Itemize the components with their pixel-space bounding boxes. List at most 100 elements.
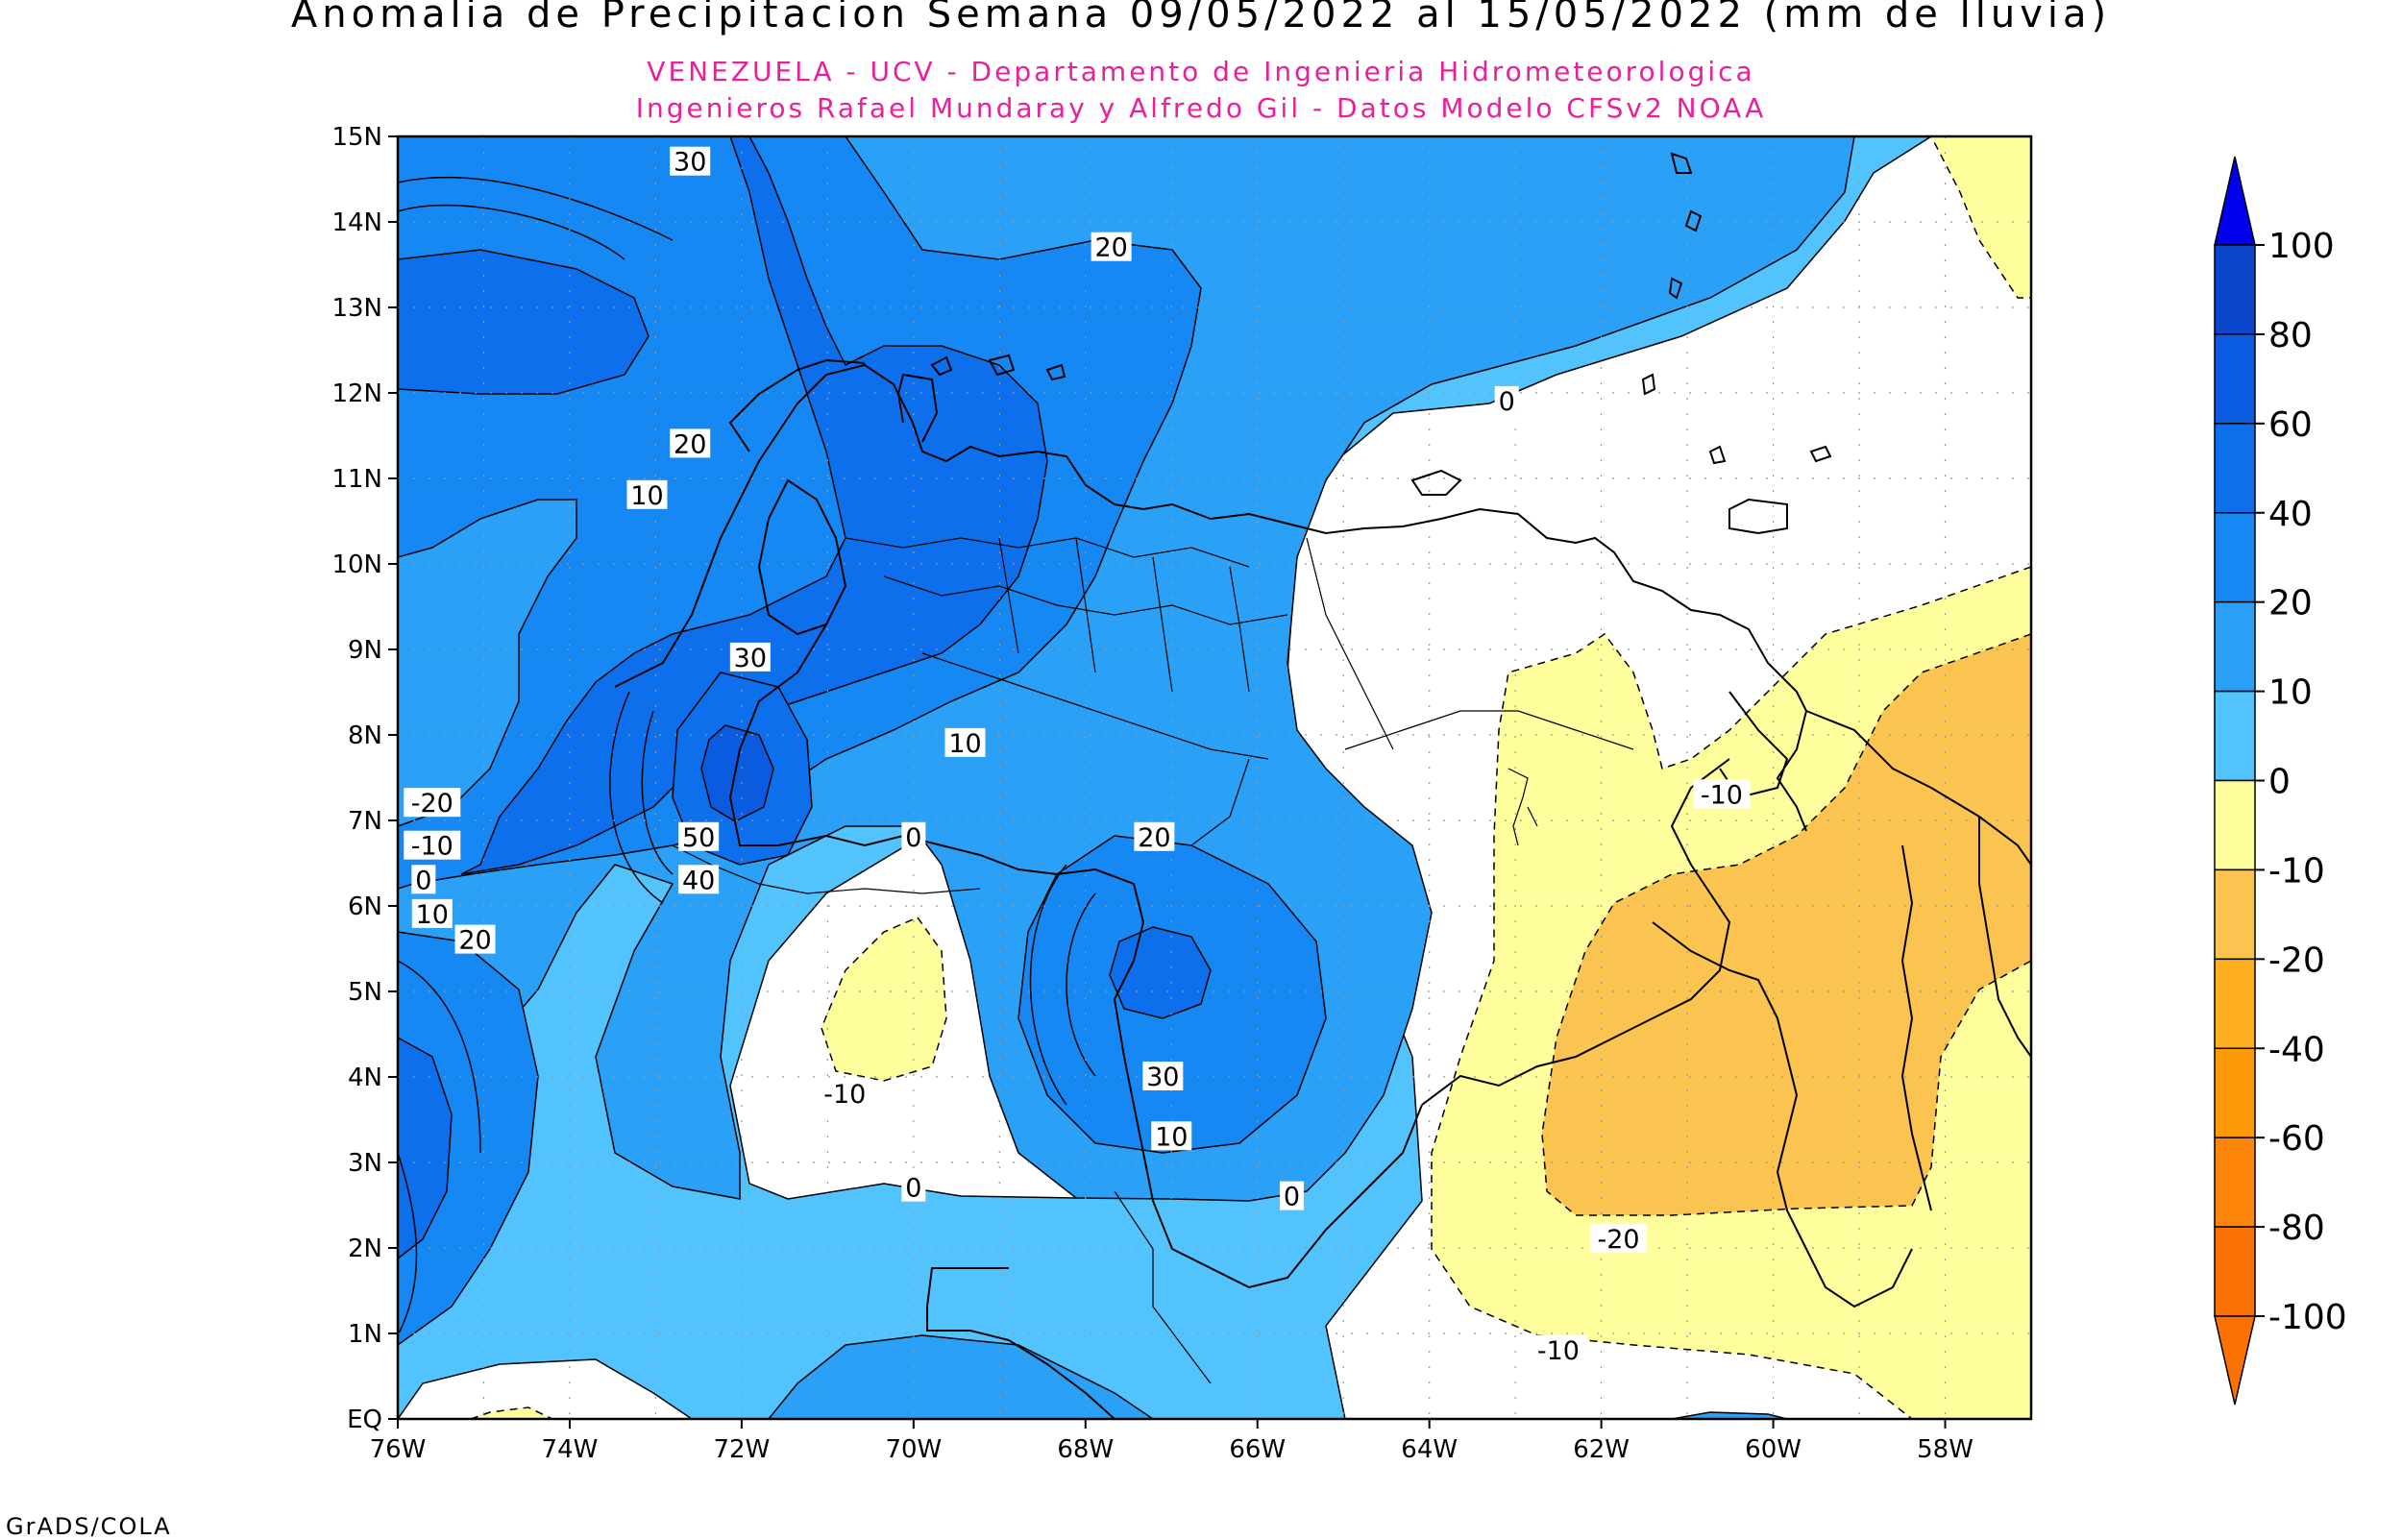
colorbar-label: 0 <box>2268 763 2291 802</box>
guajira-peninsula <box>728 358 866 452</box>
contour-label: 30 <box>734 644 767 673</box>
lat-tick-label: 12N <box>331 379 382 408</box>
fill-10-20-south <box>768 1334 1155 1419</box>
lake-maracaibo <box>757 478 847 636</box>
colorbar-max-arrow <box>2214 156 2256 246</box>
map-frame <box>396 134 2033 1421</box>
venezuela-brazil-border <box>1421 758 1731 1106</box>
lon-tick-label: 66W <box>1229 1435 1286 1464</box>
contour-label-bg <box>678 865 720 894</box>
contour-label: 30 <box>674 148 706 178</box>
map-grid <box>398 136 2031 1419</box>
contour-label: 0 <box>905 823 921 853</box>
contour-label: 20 <box>1138 823 1170 853</box>
contour-label: 0 <box>1284 1183 1300 1212</box>
contour-label: 20 <box>1094 233 1127 263</box>
colorbar-box <box>2214 1047 2256 1138</box>
lat-tick-label: 9N <box>348 636 382 665</box>
colorbar-label: -40 <box>2268 1030 2325 1069</box>
contour-label-bg <box>1530 1334 1587 1364</box>
lat-tick-label: 11N <box>331 465 382 494</box>
lon-tick-label: 68W <box>1057 1435 1114 1464</box>
longitude-axis: 76W 74W 72W 70W 68W 66W 64W 62W 60W 58W <box>370 1419 1973 1464</box>
contour-lines <box>398 176 1096 1336</box>
colorbar-min-arrow <box>2214 1315 2256 1406</box>
contour-label-bg <box>626 479 668 509</box>
guyana-coast <box>1805 710 2031 866</box>
contour-label-bg <box>670 428 711 458</box>
contour-label-bg <box>1142 1062 1184 1090</box>
map-subtitle-authors: Ingenieros Rafael Mundaray y Alfredo Gil… <box>635 92 1767 124</box>
colorbar-box <box>2214 423 2256 514</box>
guyana-brazil-border <box>1652 921 1913 1308</box>
contour-label: -10 <box>1701 780 1743 810</box>
contour-label: 10 <box>630 481 663 511</box>
caribbean-coastline <box>614 363 1808 832</box>
contour-label-bg <box>411 865 436 894</box>
colorbar-label: 40 <box>2268 495 2313 534</box>
latitude-axis: 15N 14N 13N 12N 11N 10N 9N 8N 7N 6N 5N 4N 3N 2N 1N EQ <box>331 123 398 1434</box>
contour-label-bg <box>1091 232 1132 261</box>
contour-label-bg <box>1494 385 1519 415</box>
fill-10-20-southeast-sliver <box>1671 1411 1788 1419</box>
contour-label: 10 <box>416 900 449 930</box>
colombia-peru-border <box>926 1267 1115 1419</box>
colorbar-box <box>2214 958 2256 1049</box>
map-title: Anomalia de Precipitacion Semana 09/05/2… <box>290 0 2112 37</box>
colorbar-label: 60 <box>2268 405 2313 445</box>
lesser-antilles <box>1641 152 1727 465</box>
contour-label: -10 <box>411 832 453 862</box>
fill-40-60-nw-cell <box>398 249 650 395</box>
colombia-venezuela-border <box>728 623 1423 1289</box>
contour-label-bg <box>1151 1121 1192 1151</box>
lat-tick-label: 6N <box>348 892 382 921</box>
venezuela-state-borders <box>845 537 1634 846</box>
lat-tick-label: 8N <box>348 721 382 750</box>
colorbar-box <box>2214 690 2256 782</box>
fill-neutral-south <box>398 1358 694 1419</box>
lon-tick-label: 60W <box>1745 1435 1802 1464</box>
software-credit: GrADS/COLA <box>6 1513 172 1540</box>
orinoco-delta-islands <box>1507 768 1538 846</box>
colorbar-box <box>2214 333 2256 425</box>
contour-label: 20 <box>674 429 706 459</box>
paraguana-peninsula <box>896 373 939 443</box>
contour-label-bg <box>729 642 771 672</box>
lon-tick-label: 74W <box>542 1435 599 1464</box>
fill-negative-10-east <box>1930 136 2031 299</box>
colorbar-label: -20 <box>2268 941 2325 980</box>
colorbar-label: -80 <box>2268 1209 2325 1248</box>
colorbar-box <box>2214 779 2256 871</box>
contour-label: 20 <box>458 926 491 956</box>
colorbar-box <box>2214 600 2256 693</box>
lat-tick-label: 5N <box>348 978 382 1007</box>
contour-label-bg <box>404 830 461 860</box>
lat-tick-label: 1N <box>348 1320 382 1349</box>
contour-label-bg <box>901 821 926 851</box>
coastlines-and-borders <box>614 152 2031 1419</box>
contour-label-bg <box>670 146 711 176</box>
contour-label-bg <box>1693 779 1751 809</box>
contour-label-bg <box>678 821 720 851</box>
fill-40-60-central-cell <box>1109 926 1212 1019</box>
lon-tick-label: 62W <box>1573 1435 1630 1464</box>
colombia-interior-borders <box>672 844 1212 1384</box>
colorbar-box <box>2214 868 2256 961</box>
contour-labels: 30 20 0 20 10 30 10 -20 -10 0 10 20 50 40 0 20 30 10 -10 0 0… <box>404 146 1751 1366</box>
colorbar-box <box>2214 1226 2256 1317</box>
contour-label-bg <box>454 924 496 954</box>
contour-label: -10 <box>1537 1336 1580 1366</box>
contour-label: 0 <box>1499 387 1515 417</box>
contour-label: 50 <box>682 823 715 853</box>
lat-tick-label: 2N <box>348 1234 382 1263</box>
colorbar-label: 80 <box>2268 316 2313 355</box>
lon-tick-label: 64W <box>1401 1435 1458 1464</box>
lon-tick-label: 70W <box>885 1435 942 1464</box>
colorbar-label: -100 <box>2268 1298 2347 1337</box>
contour-label-bg <box>944 727 986 757</box>
colorbar-box <box>2214 244 2256 335</box>
colorbar-label: -10 <box>2268 851 2325 891</box>
aruba-island <box>930 355 953 377</box>
